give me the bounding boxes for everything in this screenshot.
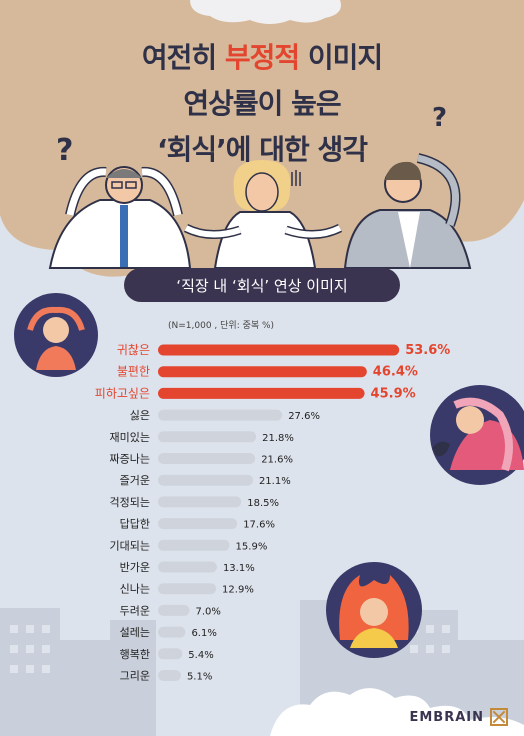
bar-16: [158, 670, 181, 681]
value-label: 21.6%: [261, 455, 293, 466]
bar-3: [158, 387, 365, 399]
bar-2: [158, 366, 367, 378]
category-label: 반가운: [120, 561, 150, 574]
brand-logo: EMBRAIN: [409, 708, 508, 726]
value-label: 53.6%: [405, 343, 450, 358]
shrugging-woman-illustration: [183, 160, 343, 269]
value-label: 17.6%: [243, 520, 275, 531]
bar-8: [158, 496, 242, 508]
bar-6: [158, 453, 256, 464]
value-label: 13.1%: [223, 563, 255, 574]
scratching-head-man-illustration: [343, 153, 472, 269]
category-label: 불편한: [117, 365, 150, 379]
category-label: 재미있는: [110, 431, 150, 444]
category-label: 그리운: [120, 670, 150, 683]
value-label: 27.6%: [288, 411, 320, 422]
angry-man-circle-illustration: [326, 562, 422, 658]
category-label: 신나는: [120, 583, 150, 596]
value-label: 21.1%: [259, 476, 291, 487]
category-label: 걱정되는: [110, 496, 150, 509]
bar-15: [158, 648, 183, 660]
value-label: 7.0%: [196, 606, 221, 617]
category-label: 싫은: [130, 409, 150, 422]
bar-10: [158, 539, 230, 551]
value-label: 5.4%: [188, 650, 213, 661]
bar-4: [158, 409, 283, 421]
title-line-2: 연상률이 높은: [183, 87, 341, 120]
category-label: 답답한: [120, 518, 150, 531]
category-label: 설레는: [120, 626, 150, 639]
bar-12: [158, 583, 217, 595]
logo-text: EMBRAIN: [409, 709, 484, 725]
value-label: 6.1%: [191, 628, 216, 639]
bar-1: [158, 344, 400, 356]
logo-mark-icon: [490, 708, 508, 726]
bar-5: [158, 431, 257, 443]
category-label: 귀찮은: [117, 343, 150, 357]
question-mark-icon: ?: [432, 103, 447, 133]
category-label: 기대되는: [110, 539, 150, 552]
value-label: 15.9%: [236, 541, 268, 552]
bar-7: [158, 474, 253, 486]
storm-cloud: [190, 0, 341, 24]
title-line-1: 여전히 부정적 이미지: [141, 41, 383, 74]
category-label: 피하고싶은: [95, 386, 150, 400]
category-label: 짜증나는: [110, 453, 150, 466]
category-label: 즐거운: [120, 474, 150, 487]
survey-note: (N=1,000 , 단위: 중복 %): [168, 321, 275, 331]
sad-woman-right-illustration: [430, 385, 524, 485]
question-mark-icon: ?: [56, 133, 73, 168]
value-label: 12.9%: [222, 585, 254, 596]
chart-title-pill: ‘직장 내 ‘회식’ 연상 이미지: [124, 268, 400, 302]
title-line-3: ‘회식’에 대한 생각: [156, 133, 368, 166]
value-label: 45.9%: [371, 386, 416, 401]
confused-man-left-illustration: [48, 166, 192, 269]
value-label: 46.4%: [373, 365, 418, 380]
white-cloud-bottom: [270, 688, 524, 736]
value-label: 21.8%: [262, 433, 294, 444]
bar-11: [158, 561, 217, 573]
category-label: 행복한: [120, 648, 150, 661]
bar-9: [158, 518, 238, 530]
value-label: 18.5%: [247, 498, 279, 509]
value-label: 5.1%: [187, 672, 212, 683]
chart-title: ‘직장 내 ‘회식’ 연상 이미지: [176, 276, 348, 295]
bar-14: [158, 626, 186, 638]
bar-13: [158, 604, 190, 616]
title-accent: 부정적: [224, 41, 300, 74]
frustrated-woman-circle-illustration: [14, 293, 98, 377]
category-label: 두려운: [120, 604, 150, 617]
